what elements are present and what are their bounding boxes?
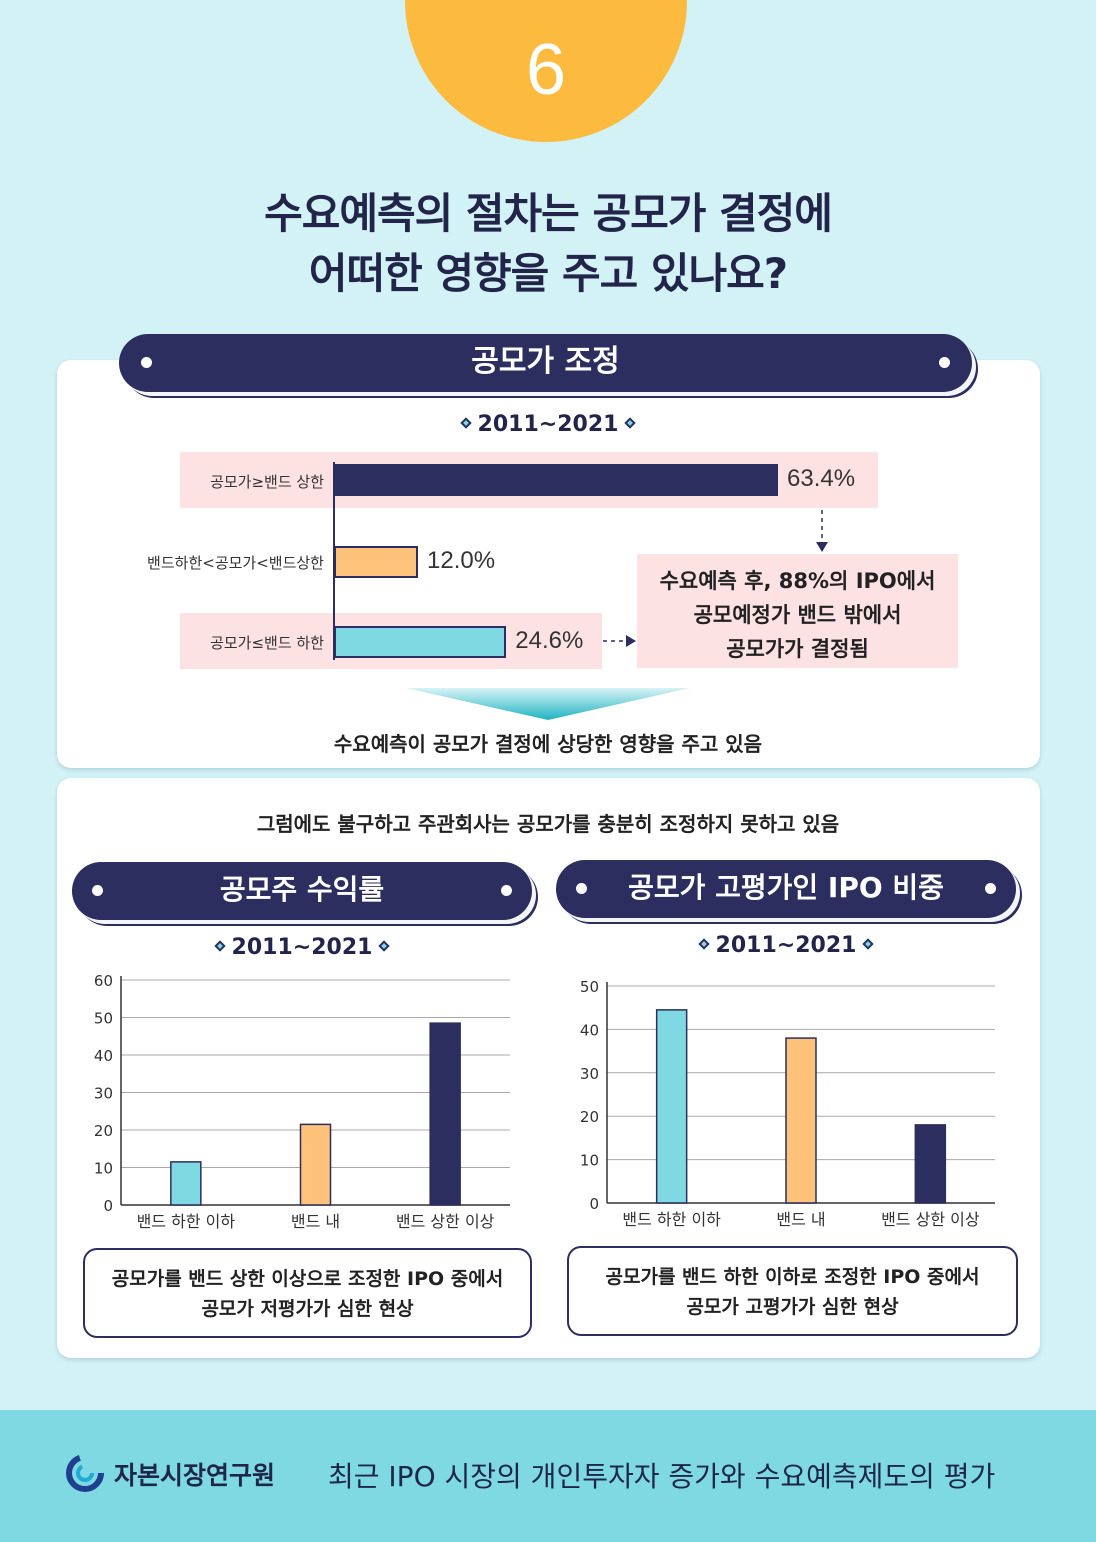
y-tick-label: 10 [580, 1152, 599, 1170]
bar [170, 1161, 202, 1206]
note-line: 공모가가 결정됨 [726, 637, 869, 661]
arrows-layer [406, 510, 828, 720]
y-tick-label: 40 [94, 1047, 113, 1065]
hbar-label: 밴드하한<공모가<밴드상한 [147, 554, 324, 572]
period-label: 2011~2021 [0, 412, 1096, 437]
y-tick-label: 40 [580, 1021, 599, 1039]
caption-box: 공모가를 밴드 상한 이상으로 조정한 IPO 중에서 공모가 저평가가 심한 … [83, 1248, 532, 1338]
period-text: 2011~2021 [477, 412, 619, 437]
caption-line: 공모가 고평가가 심한 현상 [686, 1296, 899, 1318]
period-text: 2011~2021 [231, 935, 373, 960]
period-text: 2011~2021 [715, 933, 857, 958]
section2-intro: 그럼에도 불구하고 주관회사는 공모가를 충분히 조정하지 못하고 있음 [256, 812, 840, 836]
bar [655, 1009, 688, 1204]
y-tick-label: 30 [94, 1085, 113, 1103]
bar [429, 1022, 461, 1206]
conclusion-arrow-icon [406, 688, 690, 720]
chart-ipo-returns: 0 10 20 30 40 50 60 밴드 하한 이하 밴드 내 밴드 상한 이상 [94, 972, 510, 1231]
caption-line: 공모가를 밴드 하한 이하로 조정한 IPO 중에서 [605, 1266, 980, 1288]
y-tick-label: 60 [94, 972, 113, 990]
note-box: 수요예측 후, 88%의 IPO에서 공모예정가 밴드 밖에서 공모가가 결정됨 [637, 554, 958, 668]
x-tick-label: 밴드 내 [291, 1212, 340, 1231]
banner-label: 공모가 고평가인 IPO 비중 [628, 871, 944, 904]
chart-overpriced-share: 0 10 20 30 40 50 밴드 하한 이하 밴드 내 밴드 상한 이상 [580, 978, 995, 1229]
hbar-label: 공모가≤밴드 하한 [210, 634, 324, 652]
hbar-value: 24.6% [515, 627, 584, 654]
caption-line: 공모가 저평가가 심한 현상 [201, 1298, 414, 1320]
banner-overpriced-share: 공모가 고평가인 IPO 비중 [556, 860, 1016, 918]
hbar [334, 626, 507, 658]
y-tick-label: 30 [580, 1065, 599, 1083]
page-title-line2: 어떠한 영향을 주고 있나요? [308, 249, 788, 298]
footer-report-title: 최근 IPO 시장의 개인투자자 증가와 수요예측제도의 평가 [328, 1460, 996, 1493]
banner-ipo-returns: 공모주 수익률 [72, 862, 532, 920]
arrow-down-icon [816, 542, 828, 552]
page-title-line1: 수요예측의 절차는 공모가 결정에 [264, 189, 833, 238]
arrow-right-icon [626, 635, 636, 647]
bar [299, 1123, 332, 1206]
period-label: 2011~2021 [556, 933, 1016, 958]
caption-box: 공모가를 밴드 하한 이하로 조정한 IPO 중에서 공모가 고평가가 심한 현… [567, 1246, 1018, 1336]
badge-number: 6 [525, 30, 567, 110]
note-line: 수요예측 후, 88%의 IPO에서 [659, 569, 936, 593]
x-tick-label: 밴드 상한 이상 [396, 1212, 495, 1231]
y-tick-label: 20 [94, 1122, 113, 1140]
period-label: 2011~2021 [72, 935, 532, 960]
y-tick-label: 0 [103, 1197, 113, 1215]
caption-line: 공모가를 밴드 상한 이상으로 조정한 IPO 중에서 [111, 1268, 504, 1290]
y-tick-label: 10 [94, 1160, 113, 1178]
footer-org-name: 자본시장연구원 [114, 1461, 276, 1490]
kcmi-logo-icon [66, 1454, 104, 1492]
hbar-value: 12.0% [427, 547, 496, 574]
x-tick-label: 밴드 하한 이하 [137, 1212, 236, 1231]
banner-price-adjustment: 공모가 조정 [119, 334, 972, 392]
conclusion-text: 수요예측이 공모가 결정에 상당한 영향을 주고 있음 [333, 732, 763, 756]
hbar [334, 464, 778, 496]
x-tick-label: 밴드 상한 이상 [881, 1210, 980, 1229]
banner-label: 공모가 조정 [471, 344, 620, 379]
footer-bar [0, 1410, 1096, 1542]
x-tick-label: 밴드 하한 이하 [622, 1210, 721, 1229]
x-tick-label: 밴드 내 [776, 1210, 825, 1229]
hbar [334, 546, 419, 578]
bar [785, 1037, 817, 1204]
note-line: 공모예정가 밴드 밖에서 [693, 603, 902, 627]
banner-label: 공모주 수익률 [219, 873, 385, 906]
y-tick-label: 20 [580, 1108, 599, 1126]
bar [914, 1124, 947, 1204]
y-tick-label: 50 [94, 1010, 113, 1028]
y-tick-label: 0 [589, 1195, 599, 1213]
hbar-label: 공모가≥밴드 상한 [210, 473, 324, 491]
y-tick-label: 50 [580, 978, 599, 996]
hbar-value: 63.4% [787, 465, 856, 492]
